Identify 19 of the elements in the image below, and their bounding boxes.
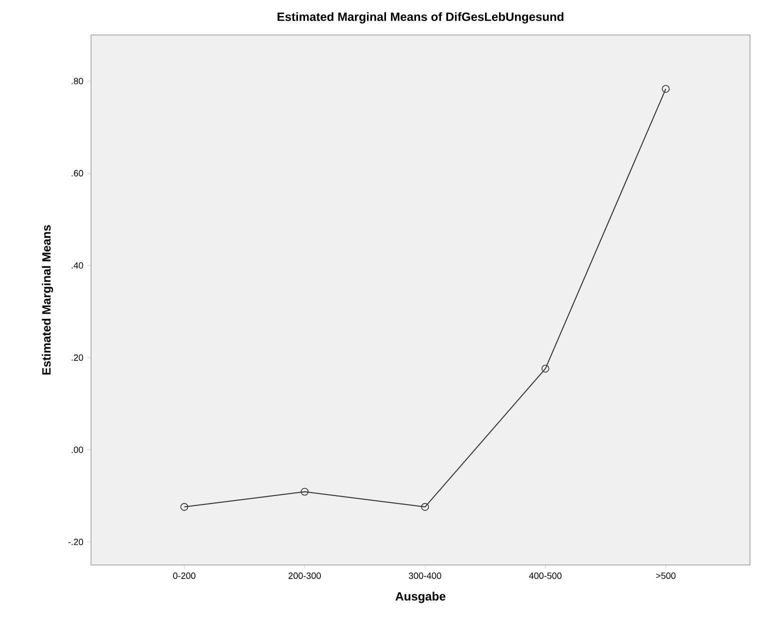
- point: [421, 503, 429, 511]
- x-tick-label: 200-300: [288, 572, 321, 579]
- point: [662, 85, 670, 93]
- y-tick-label: -.20: [68, 538, 84, 546]
- x-tick-label: >500: [656, 572, 676, 579]
- x-tick-label: 0-200: [173, 572, 196, 579]
- chart-title: Estimated Marginal Means of DifGesLebUngesund: [278, 12, 564, 24]
- x-tick-label: 300-400: [408, 572, 442, 579]
- y-tick-label: .80: [72, 78, 84, 84]
- y-tick-label: .60: [72, 170, 84, 176]
- x-tick-label: 400-500: [529, 572, 562, 579]
- point: [300, 488, 309, 496]
- y-tick-label: .40: [72, 262, 84, 269]
- point: [180, 503, 188, 511]
- y-tick-label: .20: [72, 354, 84, 361]
- y-axis-title: Estimated Marginal Means: [42, 225, 54, 375]
- x-axis-title: Ausgabe: [395, 592, 446, 604]
- point: [541, 364, 550, 373]
- y-tick-label: .00: [72, 446, 84, 453]
